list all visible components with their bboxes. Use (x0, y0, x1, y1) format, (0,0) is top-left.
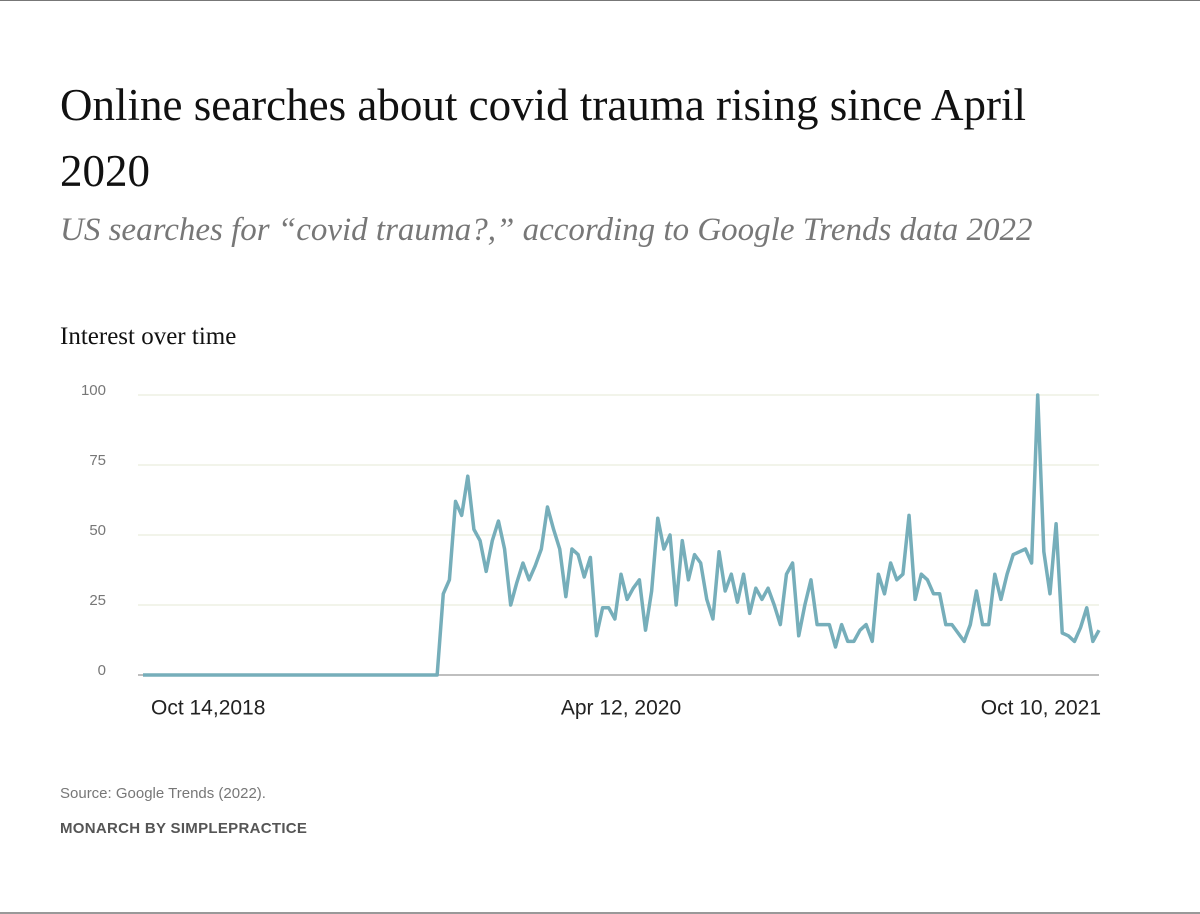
brand: MONARCH BY SIMPLEPRACTICE (60, 820, 308, 837)
y-axis-label: Interest over time (60, 323, 237, 350)
source-note: Source: Google Trends (2022). (60, 785, 266, 802)
y-tick-label: 0 (98, 662, 106, 679)
y-tick-label: 50 (89, 522, 106, 539)
x-tick-label: Oct 14,2018 (151, 697, 265, 720)
y-tick-label: 75 (89, 452, 106, 469)
chart: 0 25 50 75 100 Oct 14,2018 Apr 12, 2020 Oct 10,… (81, 382, 1101, 720)
y-tick-label: 25 (89, 592, 106, 609)
data-line (143, 393, 1101, 677)
y-tick-label: 100 (81, 382, 106, 399)
x-tick-label: Oct 10, 2021 (981, 697, 1101, 720)
chart-title: Online searches about covid trauma risin… (60, 80, 1026, 196)
chart-subtitle: US searches for “covid trauma?,” accordi… (60, 212, 1033, 248)
x-tick-label: Apr 12, 2020 (561, 697, 681, 720)
